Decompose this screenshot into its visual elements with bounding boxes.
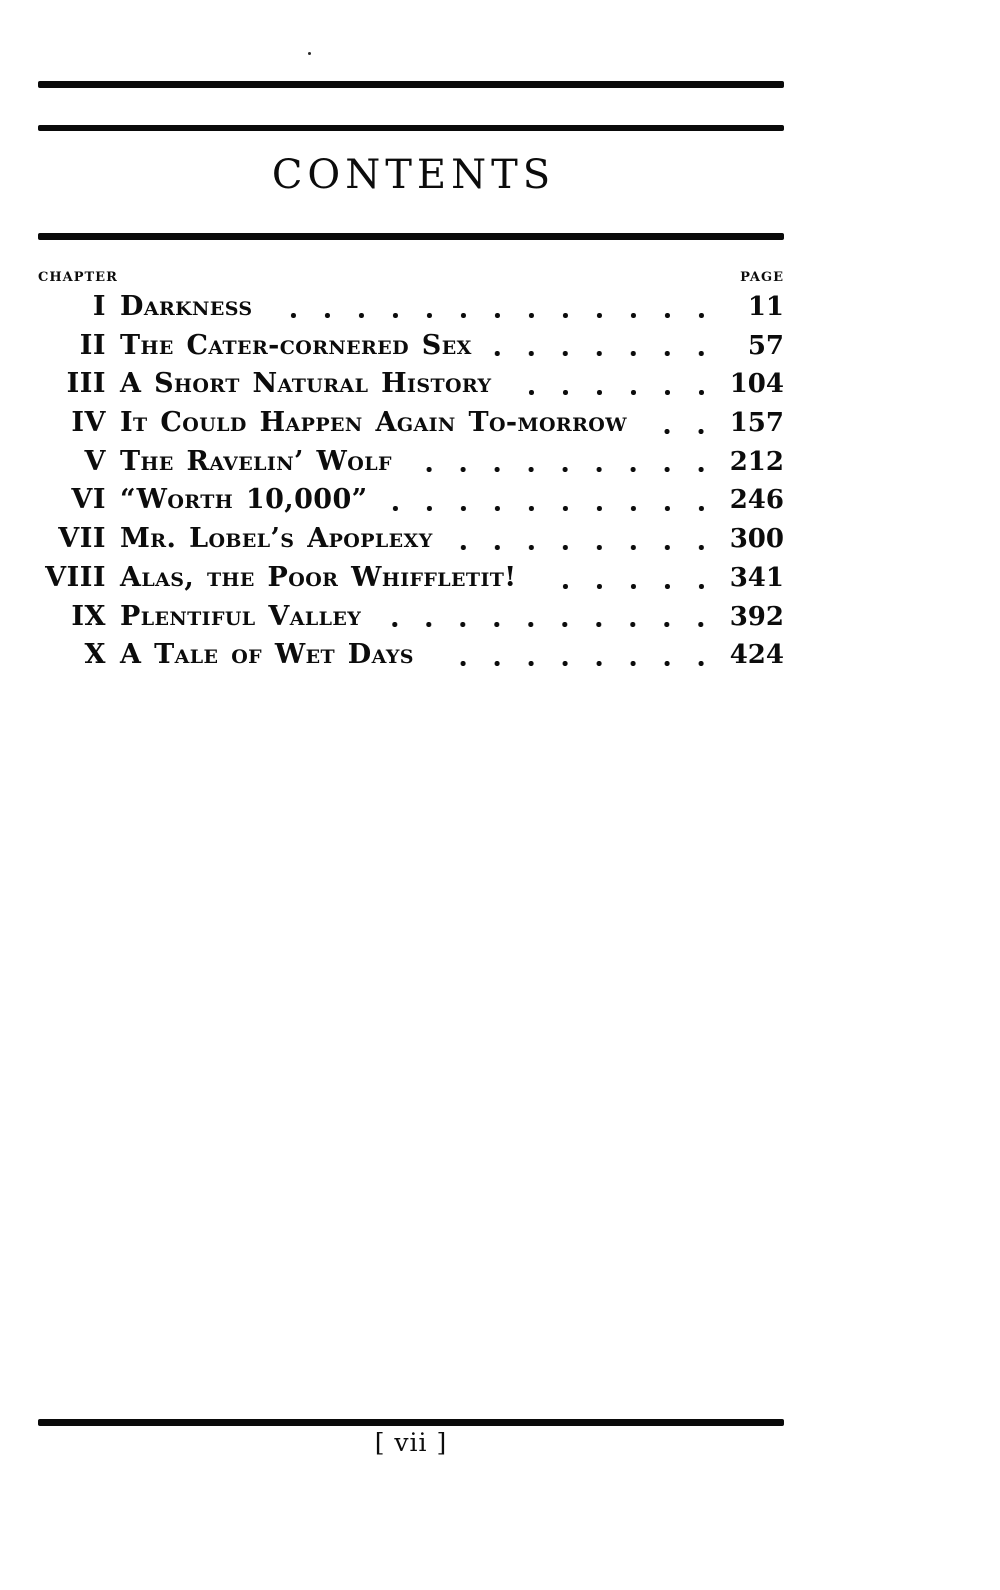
dot-leader	[431, 659, 718, 667]
chapter-page-number: 246	[729, 485, 784, 516]
dot-leader	[385, 505, 718, 513]
chapter-page-number: 341	[729, 562, 784, 593]
chapter-title: Mr. Lobel’s Apoplexy	[120, 523, 433, 555]
top-rule-upper	[38, 81, 784, 88]
folio-page-number: [ vii ]	[374, 1428, 448, 1457]
toc-row: VI “Worth 10,000” 246	[38, 481, 784, 520]
page-title: CONTENTS	[271, 152, 556, 198]
toc-row: I Darkness 11	[38, 288, 784, 327]
page-column-header: PAGE	[740, 270, 784, 285]
chapter-page-number: 57	[747, 330, 784, 361]
chapter-number: VI	[71, 484, 106, 516]
toc-list: I Darkness 11 II The Cater-cornered Sex …	[38, 288, 784, 675]
toc-row: V The Ravelin’ Wolf 212	[38, 443, 784, 482]
chapter-title: It Could Happen Again To-morrow	[120, 407, 627, 439]
chapter-page-number: 157	[729, 408, 784, 439]
chapter-title: “Worth 10,000”	[120, 484, 368, 516]
toc-row: IV It Could Happen Again To-morrow 157	[38, 404, 784, 443]
chapter-page-number: 300	[729, 524, 784, 555]
chapter-page-number: 424	[729, 640, 784, 671]
chapter-page-number: 104	[729, 369, 784, 400]
chapter-page-number: 11	[747, 292, 784, 322]
footer-rule	[38, 1419, 784, 1426]
dot-leader	[450, 543, 718, 551]
dot-leader	[509, 389, 718, 397]
chapter-number: VII	[58, 523, 106, 555]
chapter-title: Darkness	[120, 291, 253, 322]
chapter-number: IX	[71, 600, 106, 632]
chapter-number: I	[92, 291, 106, 322]
chapter-number: II	[79, 329, 106, 361]
title-rule	[38, 233, 784, 240]
dot-leader	[534, 582, 718, 590]
dot-leader	[489, 350, 718, 358]
chapter-title: A Tale of Wet Days	[120, 639, 414, 671]
top-rule-lower	[38, 125, 784, 131]
chapter-column-header: CHAPTER	[38, 270, 118, 285]
chapter-title: Alas, the Poor Whiffletit!	[120, 561, 517, 593]
dot-leader	[379, 621, 718, 629]
chapter-title: A Short Natural History	[120, 368, 492, 400]
dot-leader	[644, 427, 718, 435]
chapter-title: The Ravelin’ Wolf	[120, 445, 392, 477]
toc-row: III A Short Natural History 104	[38, 365, 784, 404]
toc-row: VII Mr. Lobel’s Apoplexy 300	[38, 520, 784, 559]
chapter-page-number: 212	[729, 446, 784, 477]
chapter-page-number: 392	[729, 601, 784, 632]
chapter-number: V	[84, 445, 106, 477]
toc-row: II The Cater-cornered Sex 57	[38, 327, 784, 366]
chapter-number: VIII	[45, 561, 106, 593]
chapter-title: The Cater-cornered Sex	[120, 329, 472, 361]
toc-row: IX Plentiful Valley 392	[38, 598, 784, 637]
column-headers: CHAPTER PAGE	[38, 270, 784, 285]
chapter-number: X	[84, 639, 106, 671]
chapter-number: IV	[71, 407, 106, 439]
toc-row: VIII Alas, the Poor Whiffletit! 341	[38, 559, 784, 598]
dot-leader	[270, 311, 718, 319]
scan-speck	[308, 52, 311, 55]
chapter-title: Plentiful Valley	[120, 600, 362, 632]
toc-row: X A Tale of Wet Days 424	[38, 636, 784, 675]
chapter-number: III	[66, 368, 106, 400]
dot-leader	[409, 466, 718, 474]
